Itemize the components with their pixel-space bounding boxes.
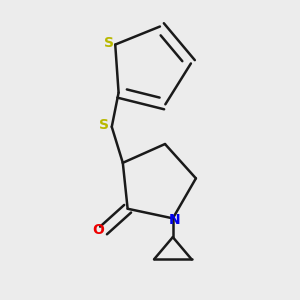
Text: S: S (104, 36, 114, 50)
Text: N: N (168, 213, 180, 227)
Text: O: O (92, 224, 104, 238)
Text: S: S (99, 118, 109, 132)
